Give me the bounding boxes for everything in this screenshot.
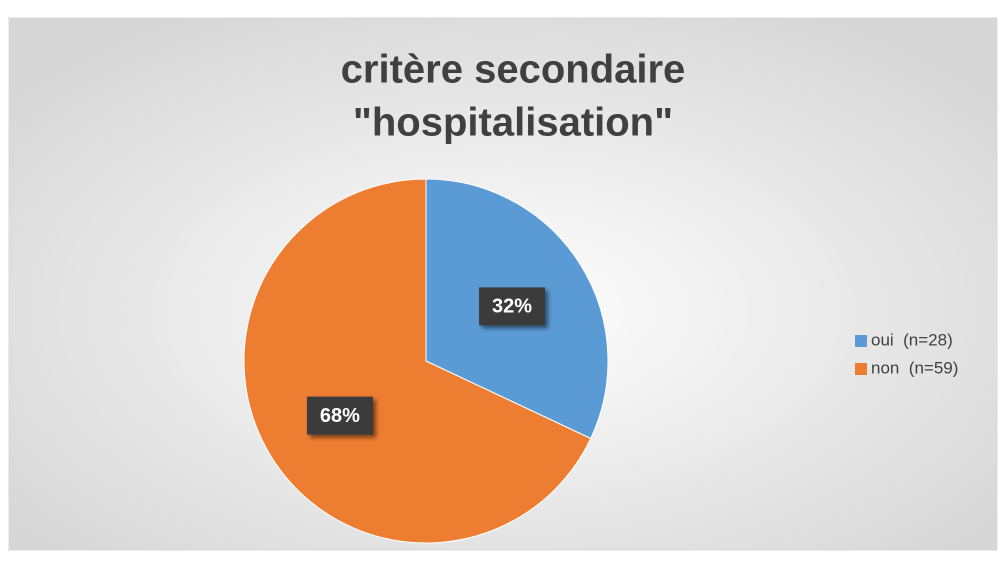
data-label-box — [306, 396, 373, 435]
legend-swatch — [855, 335, 867, 347]
pie-slice — [243, 178, 592, 544]
legend-label: oui (n=28) — [871, 330, 953, 349]
data-label: 68% — [306, 396, 373, 435]
legend-label: non (n=59) — [871, 358, 958, 377]
data-label-text: 68% — [320, 405, 360, 427]
data-label-box — [479, 287, 546, 326]
chart-title: "hospitalisation" — [353, 101, 673, 145]
data-label: 32% — [479, 287, 546, 326]
data-label-text: 32% — [492, 296, 532, 318]
chart-title: critère secondaire — [341, 48, 686, 92]
legend-swatch — [855, 363, 867, 375]
